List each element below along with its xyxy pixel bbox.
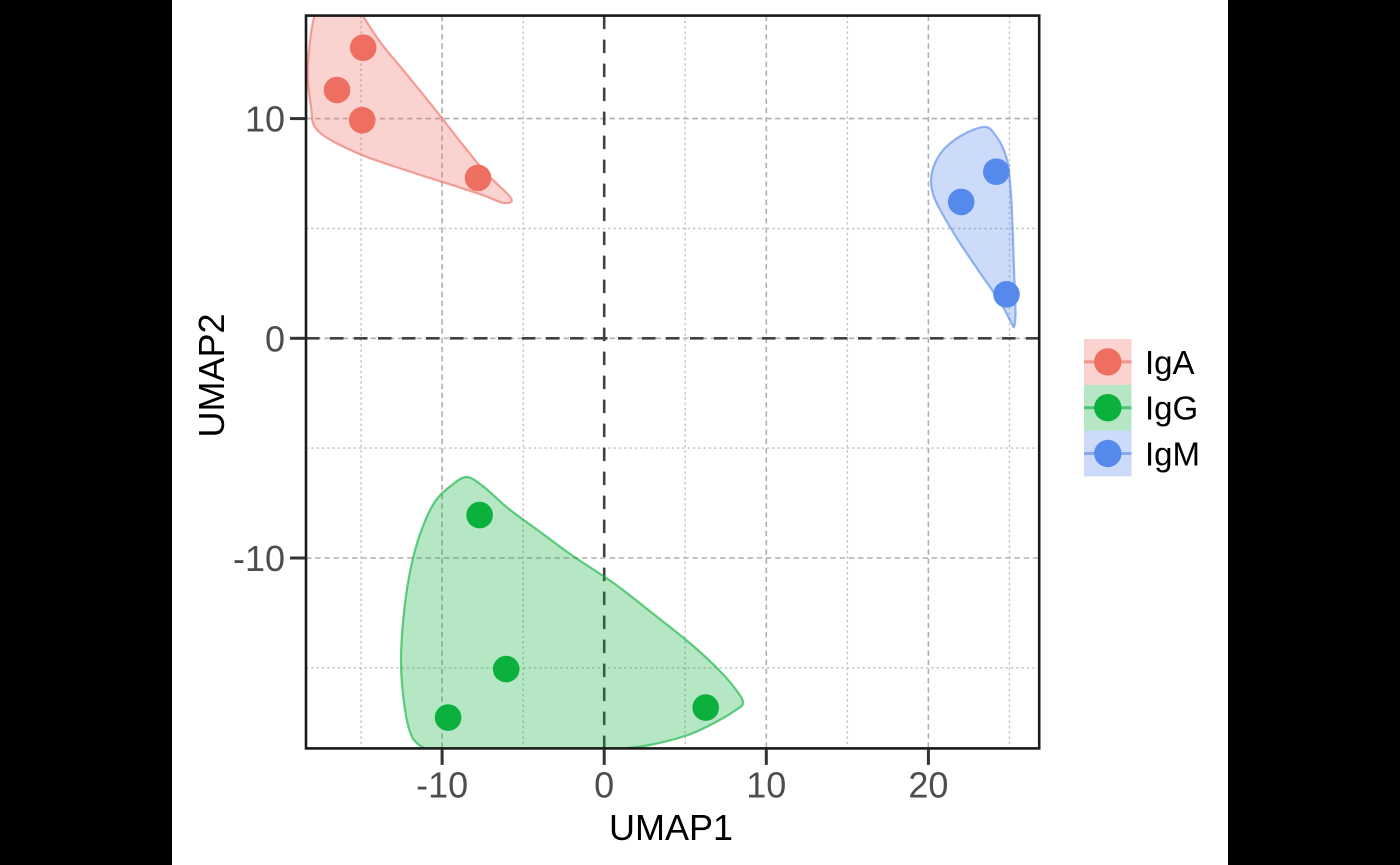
- svg-text:IgA: IgA: [1145, 344, 1195, 381]
- svg-text:UMAP1: UMAP1: [609, 807, 733, 848]
- svg-text:10: 10: [245, 99, 285, 140]
- svg-text:IgG: IgG: [1145, 390, 1198, 427]
- svg-text:-10: -10: [233, 538, 285, 579]
- svg-text:-10: -10: [416, 764, 468, 805]
- svg-text:0: 0: [594, 764, 614, 805]
- svg-text:IgM: IgM: [1145, 436, 1200, 473]
- svg-text:UMAP2: UMAP2: [191, 313, 232, 437]
- svg-text:0: 0: [265, 318, 285, 359]
- svg-text:20: 20: [908, 764, 948, 805]
- svg-text:10: 10: [746, 764, 786, 805]
